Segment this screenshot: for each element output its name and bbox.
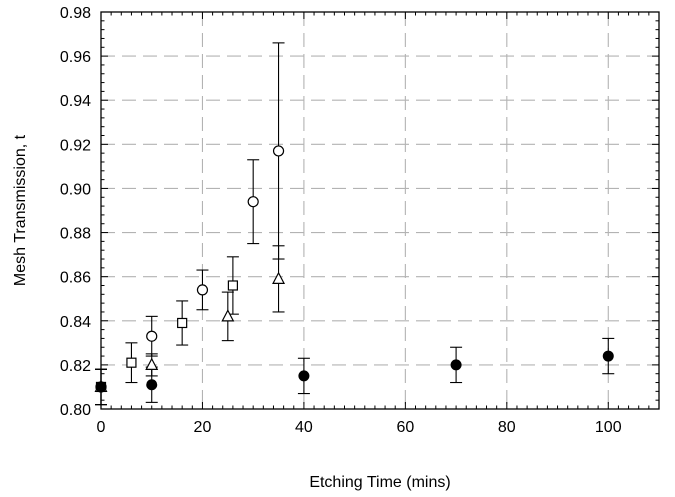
filled-circle-point xyxy=(602,350,614,362)
y-tick-label: 0.80 xyxy=(60,402,91,419)
filled-circle-point xyxy=(146,379,158,391)
y-tick-label: 0.82 xyxy=(60,358,91,375)
open-circle-point xyxy=(146,330,158,342)
x-tick-label: 80 xyxy=(498,419,516,436)
open-circle-point xyxy=(196,284,209,296)
y-tick-label: 0.94 xyxy=(60,93,91,110)
x-tick-label: 100 xyxy=(595,419,622,436)
errorbar-layer xyxy=(95,42,615,406)
y-tick-label: 0.96 xyxy=(60,49,91,66)
open-triangle-point xyxy=(272,271,286,284)
y-tick-label: 0.92 xyxy=(60,137,91,154)
y-tick-label: 0.88 xyxy=(60,226,91,243)
filled-circle-point xyxy=(298,370,310,382)
y-tick-label: 0.84 xyxy=(60,314,91,331)
x-tick-label: 20 xyxy=(194,419,212,436)
x-axis-title: Etching Time (mins) xyxy=(309,474,450,491)
open-triangle-point xyxy=(145,357,159,370)
y-axis-title: Mesh Transmission, t xyxy=(12,134,29,286)
tick-label-layer: 0 20 40 60 80 100 0.80 0.82 0.84 0.86 0.88 0.90 0.92… xyxy=(60,5,622,436)
filled-circle-point xyxy=(450,359,462,371)
tick-layer xyxy=(100,11,660,410)
open-circle-point xyxy=(247,196,259,208)
open-square-point xyxy=(177,317,188,329)
x-tick-label: 0 xyxy=(97,419,106,436)
open-square-point xyxy=(227,280,238,291)
grid-layer xyxy=(101,12,659,409)
open-triangle-point xyxy=(221,309,235,322)
x-tick-label: 60 xyxy=(396,419,414,436)
marker-layer xyxy=(94,145,614,393)
open-circle-point xyxy=(272,145,285,157)
y-tick-label: 0.86 xyxy=(60,270,91,287)
plot-frame xyxy=(100,11,660,410)
y-tick-label: 0.90 xyxy=(60,181,91,198)
y-tick-label: 0.98 xyxy=(60,5,91,22)
x-tick-label: 40 xyxy=(295,419,313,436)
open-square-point xyxy=(126,357,137,368)
